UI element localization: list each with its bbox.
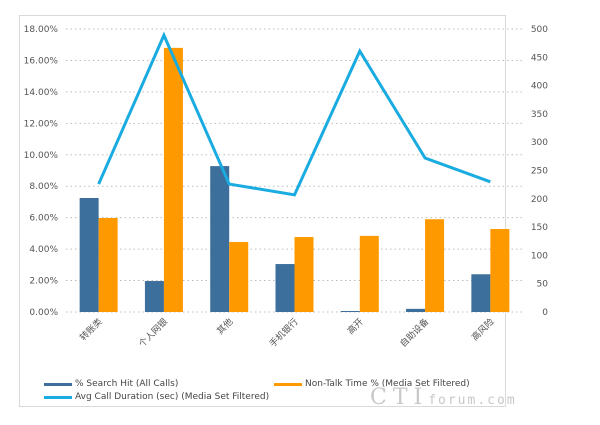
bar-non-talk-time: [98, 217, 118, 312]
chart-frame: [19, 15, 506, 407]
bar-search-hit: [210, 166, 230, 312]
legend-item-search-hit: % Search Hit (All Calls): [44, 379, 178, 389]
bar-non-talk-time: [163, 47, 183, 312]
line-series: [97, 31, 491, 197]
y2-tick-label: 0: [542, 308, 548, 318]
y-tick-label: 18.00%: [24, 25, 59, 35]
bar-search-hit: [406, 308, 426, 312]
y-tick-label: 0.00%: [29, 308, 58, 318]
bar-non-talk-time: [425, 219, 445, 312]
watermark-logo: CTI: [370, 385, 429, 410]
legend-label-non-talk: Non-Talk Time % (Media Set Filtered): [305, 379, 470, 389]
legend-swatch-search-hit: [44, 382, 72, 386]
watermark: CTIforum.com: [370, 385, 517, 410]
y-tick-label: 6.00%: [29, 214, 58, 224]
bar-search-hit: [79, 198, 99, 312]
y-tick-label: 16.00%: [24, 56, 59, 66]
legend-item-non-talk: Non-Talk Time % (Media Set Filtered): [274, 379, 470, 389]
y-tick-label: 4.00%: [29, 245, 58, 255]
bar-non-talk-time: [359, 235, 379, 312]
y-tick-label: 8.00%: [29, 182, 58, 192]
legend-swatch-avg-call-duration: [44, 395, 72, 399]
bars: [79, 47, 510, 312]
y2-tick-label: 500: [531, 25, 548, 35]
y2-tick-label: 150: [531, 223, 548, 233]
y2-tick-label: 250: [531, 167, 548, 177]
bar-search-hit: [144, 281, 164, 312]
bar-search-hit: [340, 311, 360, 312]
legend-label-avg-call-duration: Avg Call Duration (sec) (Media Set Filte…: [75, 392, 270, 402]
y2-tick-label: 400: [531, 82, 548, 92]
x-category-label: 转账类: [77, 316, 105, 344]
y2-tick-label: 100: [531, 251, 548, 261]
legend-label-search-hit: % Search Hit (All Calls): [75, 379, 179, 389]
x-category-label: 其他: [214, 316, 235, 337]
bar-non-talk-time: [490, 228, 510, 312]
bar-non-talk-time: [229, 242, 249, 312]
legend-swatch-non-talk: [274, 382, 302, 386]
bar-search-hit: [471, 274, 491, 312]
y-tick-label: 14.00%: [24, 88, 59, 98]
legend-item-avg-call-duration: Avg Call Duration (sec) (Media Set Filte…: [44, 392, 269, 402]
line-avg-call-duration: [97, 31, 491, 197]
bar-search-hit: [275, 264, 295, 312]
x-category-label: 高风险: [469, 316, 497, 344]
right-axis-ticks: 0 50 100 150 200 250 300 350 400 450 500: [531, 25, 548, 318]
watermark-domain: forum.com: [428, 393, 517, 408]
y2-tick-label: 200: [531, 195, 548, 205]
y-tick-label: 12.00%: [24, 119, 59, 129]
y2-tick-label: 50: [537, 280, 549, 290]
y-tick-label: 10.00%: [24, 151, 59, 161]
y-tick-label: 2.00%: [29, 277, 58, 287]
y2-tick-label: 350: [531, 110, 548, 120]
x-category-label: 个人网银: [136, 316, 170, 350]
y2-tick-label: 450: [531, 53, 548, 63]
x-category-label: 手机银行: [267, 316, 301, 350]
left-axis-ticks: 0.00% 2.00% 4.00% 6.00% 8.00% 10.00% 12.00% 14.…: [24, 25, 59, 318]
x-category-label: 自助设备: [397, 316, 431, 350]
category-labels: 转账类 个人网银 其他 手机银行 高开 自助设备 高风险: [77, 316, 496, 350]
x-category-label: 高开: [345, 316, 366, 337]
y2-tick-label: 300: [531, 138, 548, 148]
bar-non-talk-time: [294, 237, 314, 312]
